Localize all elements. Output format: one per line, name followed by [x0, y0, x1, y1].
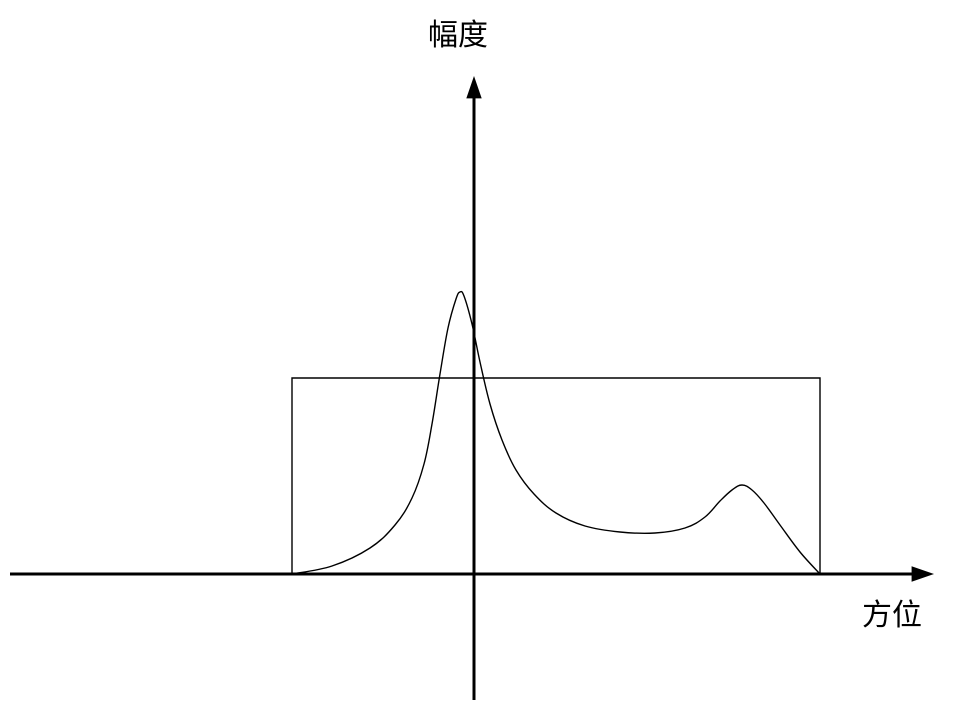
- x-axis-label: 方位: [862, 590, 922, 634]
- chart-svg: [0, 0, 978, 710]
- y-axis-label: 幅度: [428, 10, 488, 54]
- chart-container: 幅度 方位: [0, 0, 978, 710]
